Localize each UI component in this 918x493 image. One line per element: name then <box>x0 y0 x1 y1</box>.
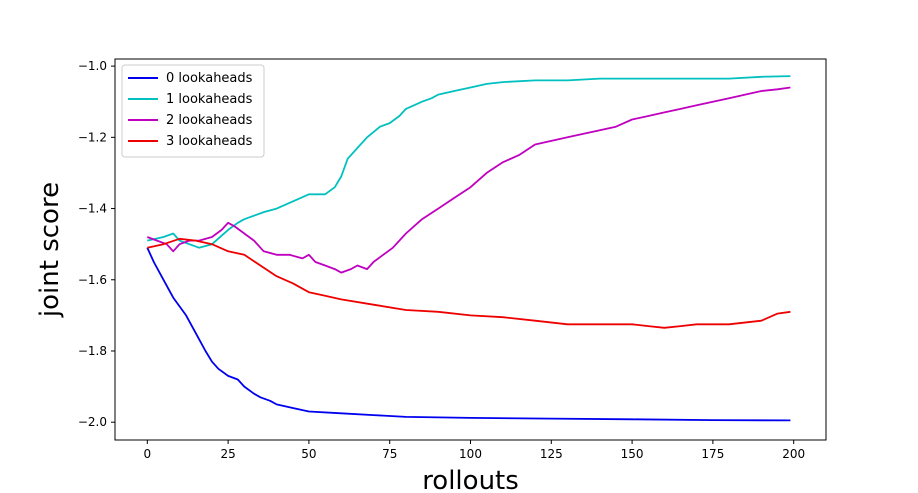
x-tick-label: 150 <box>621 447 644 461</box>
x-tick-label: 200 <box>782 447 805 461</box>
x-tick-label: 50 <box>301 447 316 461</box>
legend-box <box>121 64 265 158</box>
y-axis-title: joint score <box>35 182 65 318</box>
x-tick-label: 75 <box>382 447 397 461</box>
y-tick-label: −1.2 <box>78 130 107 144</box>
x-tick-label: 175 <box>701 447 724 461</box>
series-layer <box>146 75 791 422</box>
legend-label: 3 lookaheads <box>166 134 253 149</box>
legend-label: 0 lookaheads <box>166 71 253 86</box>
x-tick-label: 25 <box>220 447 235 461</box>
y-tick-label: −1.6 <box>78 273 107 287</box>
series-line-0 <box>146 247 791 422</box>
y-tick-label: −2.0 <box>78 415 107 429</box>
legend: 0 lookaheads 1 lookaheads 2 lookaheads 3 lo… <box>121 64 265 158</box>
series-line-1 <box>147 75 791 249</box>
series-line-3 <box>147 237 791 329</box>
x-tick-label: 125 <box>540 447 563 461</box>
x-tick-label: 0 <box>143 447 151 461</box>
y-tick-label: −1.0 <box>78 59 107 73</box>
x-tick-label: 100 <box>459 447 482 461</box>
x-axis: 0 25 50 75 100 125 150 175 200 <box>143 440 805 461</box>
y-axis: −2.0 −1.8 −1.6 −1.4 −1.2 −1.0 <box>78 59 115 429</box>
y-tick-label: −1.8 <box>78 344 107 358</box>
series-line-2 <box>146 86 791 274</box>
legend-label: 2 lookaheads <box>166 113 253 128</box>
legend-label: 1 lookaheads <box>166 92 253 107</box>
x-axis-title: rollouts <box>422 466 519 493</box>
y-tick-label: −1.4 <box>78 202 107 216</box>
